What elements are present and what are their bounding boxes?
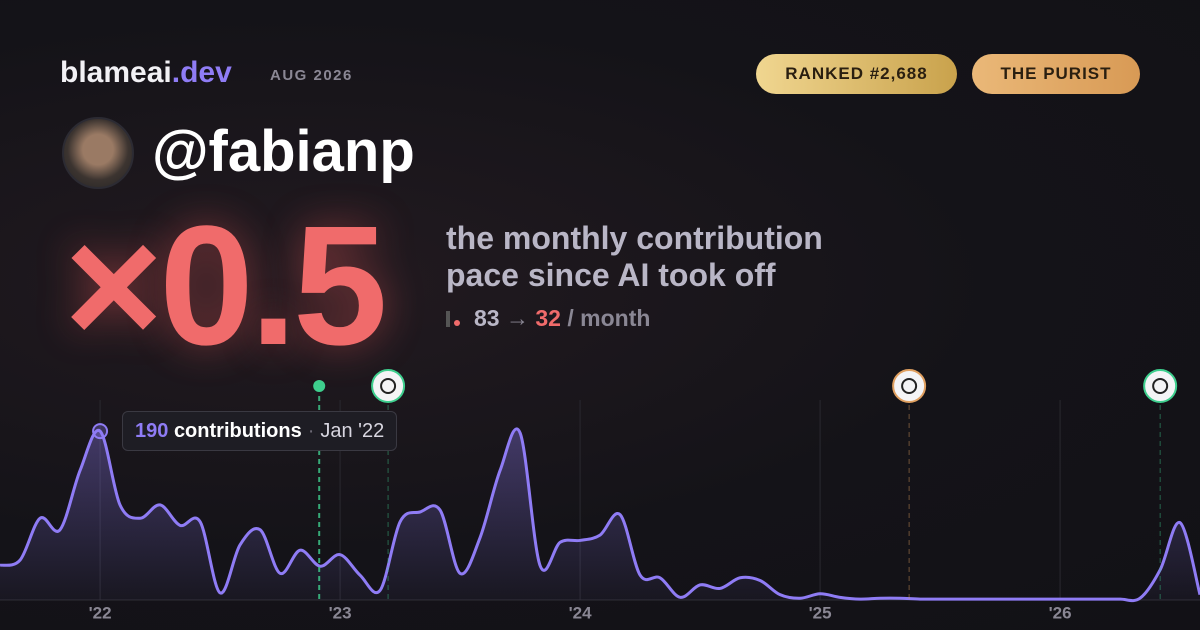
line (0, 427, 1200, 603)
event-icon (371, 369, 406, 403)
event-glyph (1152, 378, 1169, 394)
tooltip: 190 contributions · Jan '22 (122, 411, 398, 451)
x-tick-label: '25 (809, 603, 832, 622)
tooltip-date: Jan '22 (320, 420, 385, 442)
x-tick-label: '26 (1049, 603, 1072, 622)
x-tick-label: '23 (329, 603, 352, 622)
x-tick-label: '24 (569, 603, 592, 622)
type-badge: THE PURIST (972, 54, 1140, 94)
tooltip-label: contributions (173, 420, 302, 442)
unit: / month (567, 305, 651, 331)
brand-name: blameai (60, 56, 172, 89)
before-value: 83 (474, 305, 500, 331)
event-icon (892, 369, 927, 403)
x-tick-label: '22 (89, 603, 112, 622)
avatar (62, 117, 134, 189)
rank-badge: RANKED #2,688 (756, 54, 957, 94)
hover-point (92, 423, 109, 440)
date: AUG 2026 (270, 67, 353, 84)
subtitle: the monthly contribution (446, 220, 823, 256)
arrow: → (505, 305, 529, 331)
brand-tld: .dev (171, 56, 232, 89)
event-dot (313, 380, 326, 392)
multiplier: ×0.5 (64, 191, 388, 381)
event-icon (1143, 369, 1178, 403)
tooltip-value: 190 (135, 420, 169, 442)
brand: blameai.dev (60, 56, 232, 90)
subtitle: pace since AI took off (446, 257, 776, 293)
tooltip-sep: · (307, 420, 315, 442)
area-fill (0, 428, 1200, 601)
event-glyph (901, 378, 918, 394)
after-value: 32 (535, 305, 561, 331)
event-glyph (380, 378, 397, 394)
stats: 83 → 32 / month (446, 305, 650, 332)
username: @fabianp (152, 119, 415, 184)
